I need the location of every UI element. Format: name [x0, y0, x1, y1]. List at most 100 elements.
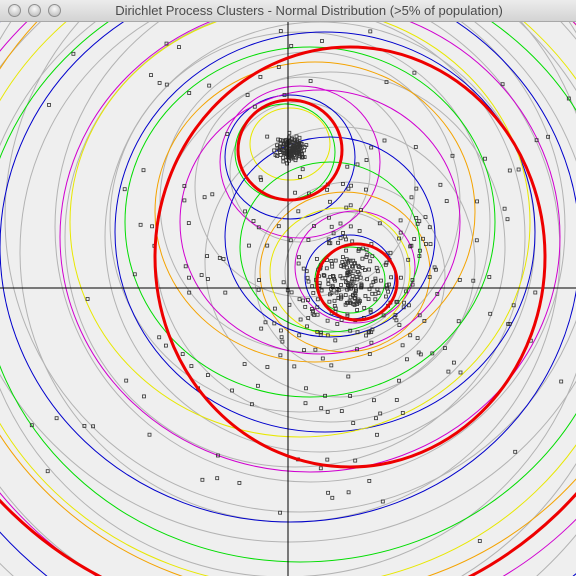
- gray-cluster-ellipse: [229, 101, 371, 243]
- sample-point: [357, 300, 362, 305]
- sample-point: [378, 411, 383, 416]
- sample-point: [559, 379, 564, 384]
- sample-point: [381, 313, 386, 318]
- colored-cluster-ellipse: [0, 22, 576, 563]
- sample-point: [513, 449, 518, 454]
- sample-point: [296, 209, 301, 214]
- sample-point: [325, 333, 330, 338]
- sample-point: [417, 248, 422, 253]
- sample-point: [279, 148, 284, 152]
- sample-point: [205, 277, 210, 281]
- sample-point: [398, 230, 403, 235]
- sample-point: [348, 328, 353, 333]
- sample-point: [265, 134, 270, 139]
- sample-point: [352, 302, 357, 307]
- sample-point: [359, 208, 363, 213]
- sample-point: [414, 186, 419, 191]
- sample-point: [369, 340, 374, 345]
- sample-point: [142, 394, 146, 399]
- sample-point: [315, 312, 320, 317]
- colored-cluster-ellipse: [314, 246, 386, 314]
- sample-point: [313, 347, 318, 352]
- sample-point: [292, 145, 297, 150]
- close-button-icon[interactable]: [8, 4, 21, 17]
- minimize-button-icon[interactable]: [28, 4, 41, 17]
- sample-point: [386, 289, 391, 294]
- sample-point: [186, 221, 191, 226]
- sample-point: [410, 278, 415, 282]
- sample-point: [379, 278, 383, 283]
- sample-point: [357, 247, 361, 251]
- sample-point: [296, 261, 301, 266]
- sample-point: [417, 254, 422, 259]
- sample-point: [346, 490, 351, 495]
- sample-point: [368, 29, 373, 34]
- sample-point: [311, 291, 316, 295]
- sample-point: [370, 327, 375, 332]
- sample-point: [301, 266, 306, 271]
- gray-cluster-ellipse: [64, 22, 526, 468]
- sample-point: [333, 338, 338, 343]
- sample-point: [333, 306, 338, 311]
- sample-point: [124, 378, 129, 383]
- colored-cluster-ellipse: [294, 210, 416, 324]
- sample-point: [258, 175, 263, 180]
- zoom-button-icon[interactable]: [48, 4, 61, 17]
- sample-point: [511, 303, 516, 308]
- sample-point: [355, 308, 360, 312]
- gray-cluster-ellipse: [159, 51, 461, 353]
- sample-point: [406, 303, 411, 308]
- sample-point: [450, 153, 455, 158]
- sample-point: [360, 256, 365, 261]
- sample-point: [400, 343, 405, 348]
- sample-point: [423, 215, 428, 220]
- sample-point: [263, 320, 268, 325]
- sample-point: [312, 313, 317, 317]
- sample-point: [321, 273, 326, 277]
- sample-point: [326, 215, 331, 220]
- sample-point: [303, 304, 308, 309]
- sample-point: [318, 466, 323, 471]
- sample-point: [483, 156, 487, 161]
- sample-point: [422, 318, 427, 323]
- sample-point: [189, 364, 194, 369]
- sample-point: [345, 312, 350, 317]
- sample-point: [277, 145, 282, 150]
- sample-point: [343, 293, 348, 298]
- sample-point: [132, 272, 137, 277]
- sample-point: [347, 269, 352, 274]
- sample-point: [356, 263, 361, 268]
- sample-point: [330, 495, 335, 500]
- sample-point: [408, 333, 413, 338]
- sample-point: [327, 292, 332, 297]
- sample-point: [404, 357, 409, 362]
- sample-point: [187, 91, 192, 95]
- sample-point: [182, 184, 187, 188]
- sample-point: [258, 75, 263, 79]
- sample-point: [340, 255, 345, 260]
- sample-point: [243, 209, 248, 214]
- sample-point: [315, 305, 320, 310]
- sample-point: [304, 269, 309, 274]
- sample-point: [341, 263, 346, 268]
- sample-point: [351, 421, 356, 426]
- sample-point: [363, 294, 368, 298]
- sample-point: [370, 254, 375, 259]
- sample-point: [351, 269, 356, 274]
- sample-point: [355, 347, 360, 352]
- sample-point: [433, 267, 438, 272]
- sample-point: [327, 199, 332, 204]
- sample-point: [359, 283, 364, 288]
- sample-point: [292, 141, 297, 145]
- gray-cluster-ellipse: [4, 22, 576, 513]
- sample-point: [368, 308, 373, 313]
- sample-point: [339, 409, 344, 414]
- sample-point: [451, 360, 456, 365]
- title-bar[interactable]: Dirichlet Process Clusters - Normal Dist…: [0, 0, 576, 22]
- cluster-plot-canvas: [0, 22, 576, 576]
- sample-point: [415, 336, 420, 341]
- sample-point: [380, 499, 385, 504]
- sample-point: [375, 432, 379, 437]
- sample-point: [364, 158, 369, 163]
- sample-point: [354, 275, 359, 279]
